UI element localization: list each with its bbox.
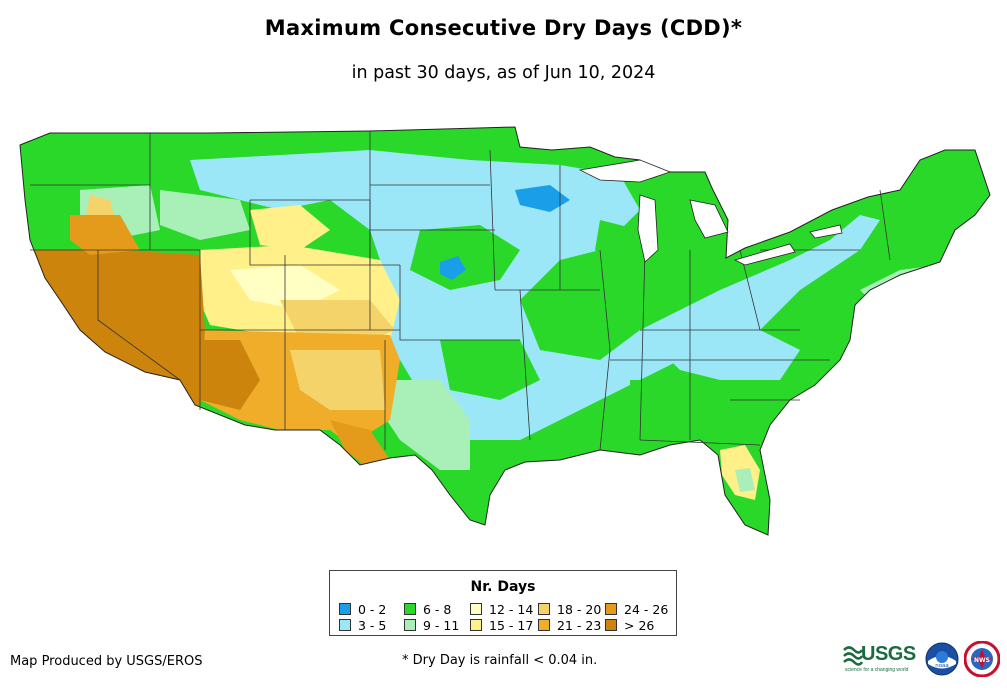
region-24-26-tx-west <box>330 420 390 470</box>
dry-days-fill <box>20 127 990 535</box>
legend-label: 15 - 17 <box>489 617 534 633</box>
region-9-11-tx <box>380 380 470 470</box>
legend-swatch <box>404 603 416 615</box>
legend-label: > 26 <box>624 617 655 633</box>
region-9-11-id <box>160 190 250 240</box>
vt-nh-border <box>879 189 891 261</box>
mn-ia-border <box>489 149 496 291</box>
region-over-26-az <box>195 340 260 410</box>
dry-day-footnote: * Dry Day is rainfall < 0.04 in. <box>402 653 598 668</box>
legend-item-12-14: 12 - 14 <box>470 601 534 617</box>
lake-erie <box>733 243 796 266</box>
region-0-2-ne <box>440 256 466 280</box>
lake-huron <box>689 199 729 239</box>
region-9-11-fl <box>735 468 755 492</box>
region-0-2-mn <box>515 185 570 212</box>
legend-label: 18 - 20 <box>557 601 602 617</box>
state-boundaries <box>30 131 891 451</box>
legend-label: 21 - 23 <box>557 617 602 633</box>
legend-item-9-11: 9 - 11 <box>404 617 460 633</box>
legend-item-0-2: 0 - 2 <box>339 601 387 617</box>
ca-nv-border <box>97 250 181 381</box>
map-subtitle: in past 30 days, as of Jun 10, 2024 <box>351 63 656 83</box>
lake-ontario <box>809 224 843 239</box>
us-outline <box>19 126 991 536</box>
lake-superior <box>578 159 672 183</box>
ks-ok-border <box>399 265 520 341</box>
fl-border <box>639 439 761 446</box>
il-ms-border <box>599 249 611 451</box>
legend-swatch <box>404 619 416 631</box>
nws-logo-icon: NWS <box>964 641 1000 677</box>
region-24-26-ca-north <box>70 215 140 255</box>
mo-ar-la-border <box>519 289 531 441</box>
nws-logo-text: NWS <box>974 657 990 664</box>
usgs-wave-icon <box>843 646 863 666</box>
legend-label: 3 - 5 <box>358 617 387 633</box>
agency-logos: USGS science for a changing world noaa N… <box>843 640 1003 680</box>
legend-swatch <box>538 619 550 631</box>
map-credit: Map Produced by USGS/EROS <box>10 654 203 669</box>
legend-swatch <box>605 603 617 615</box>
region-6-8-al <box>630 380 700 440</box>
legend-label: 6 - 8 <box>423 601 452 617</box>
legend-swatch <box>339 603 351 615</box>
usgs-tagline: science for a changing world <box>845 667 909 673</box>
legend-swatch <box>339 619 351 631</box>
legend-swatch <box>470 619 482 631</box>
legend-label: 9 - 11 <box>423 617 460 633</box>
region-3-5-south <box>650 330 800 380</box>
legend: Nr. Days 0 - 2 3 - 5 6 - 8 9 - 11 12 - 1… <box>329 570 677 636</box>
noaa-logo-icon: noaa <box>925 642 959 676</box>
wy-co-border <box>249 200 400 266</box>
region-3-5-central <box>190 150 880 440</box>
map-title: Maximum Consecutive Dry Days (CDD)* <box>264 16 743 40</box>
legend-label: 0 - 2 <box>358 601 387 617</box>
legend-swatch <box>538 603 550 615</box>
great-lakes <box>578 159 843 266</box>
legend-item-6-8: 6 - 8 <box>404 601 452 617</box>
legend-swatch <box>605 619 617 631</box>
legend-label: 12 - 14 <box>489 601 534 617</box>
legend-swatch <box>470 603 482 615</box>
lake-michigan <box>637 194 659 263</box>
legend-item-21-23: 21 - 23 <box>538 617 602 633</box>
region-6-8-wi <box>595 220 650 270</box>
region-15-17-wy <box>250 205 330 250</box>
region-over-26-ca-nv <box>30 250 205 410</box>
usgs-logo-text: USGS <box>861 643 916 665</box>
region-6-8-ne-plains <box>410 225 520 290</box>
region-6-8-mo <box>560 290 640 330</box>
region-18-20-nm-east <box>290 350 385 410</box>
region-6-8-ok <box>440 340 540 400</box>
in-al-border <box>639 249 646 441</box>
noaa-logo-text: noaa <box>935 663 949 669</box>
legend-item-3-5: 3 - 5 <box>339 617 387 633</box>
legend-item-over-26: > 26 <box>605 617 655 633</box>
legend-item-15-17: 15 - 17 <box>470 617 534 633</box>
legend-title: Nr. Days <box>470 579 536 595</box>
legend-item-18-20: 18 - 20 <box>538 601 602 617</box>
legend-label: 24 - 26 <box>624 601 669 617</box>
legend-item-24-26: 24 - 26 <box>605 601 669 617</box>
